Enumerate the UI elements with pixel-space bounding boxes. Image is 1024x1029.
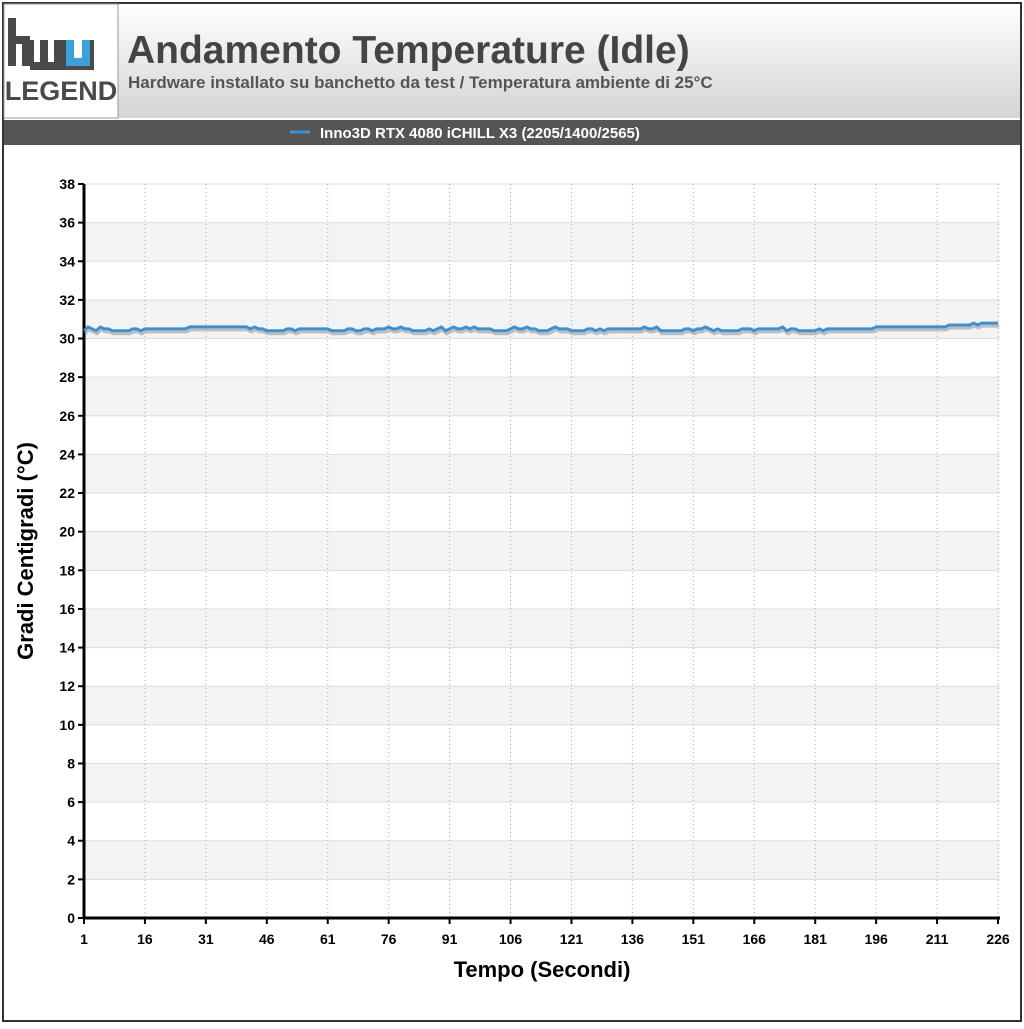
y-tick-label: 2 [67,871,75,887]
y-tick-label: 38 [59,176,75,192]
y-tick-label: 26 [59,408,75,424]
x-tick-label: 226 [986,931,1010,947]
grid-band [84,608,1000,648]
y-tick-label: 4 [67,833,75,849]
grid-band [84,454,1000,494]
x-tick-label: 166 [743,931,767,947]
legend-label: Inno3D RTX 4080 iCHILL X3 (2205/1400/256… [320,125,640,142]
line-shadow [83,324,999,336]
grid-band [84,184,1000,223]
grid-band [84,686,1000,725]
grid-band [84,647,1000,687]
grid-band [84,493,1000,532]
x-tick-label: 1 [80,931,88,947]
x-axis-label: Tempo (Secondi) [454,957,631,982]
y-tick-label: 20 [59,524,75,540]
x-tick-label: 91 [442,931,458,947]
y-tick-label: 18 [59,562,75,578]
x-tick-label: 16 [137,931,153,947]
y-tick-label: 30 [59,331,75,347]
logo-mark [8,18,94,70]
grid-band [84,879,1000,918]
grid-band [84,222,1000,262]
y-axis-label: Gradi Centigradi (°C) [13,442,38,660]
grid-band [84,802,1000,841]
line [82,321,998,333]
y-tick-label: 36 [59,215,75,231]
y-tick-label: 10 [59,717,75,733]
y-tick-label: 8 [67,755,75,771]
logo-text: LEGEND [5,76,118,106]
header [4,4,1020,118]
x-tick-label: 121 [560,931,584,947]
y-tick-label: 0 [67,910,75,926]
x-tick-label: 151 [682,931,706,947]
chart-title: Andamento Temperature (Idle) [127,29,690,72]
x-tick-label: 46 [259,931,275,947]
x-tick-label: 76 [381,931,397,947]
y-tick-label: 6 [67,794,75,810]
logo-accent [66,40,90,66]
y-tick-label: 32 [59,292,75,308]
grid-band [84,415,1000,455]
grid-band [84,763,1000,803]
grid-band [84,724,1000,764]
x-tick-label: 106 [499,931,523,947]
x-tick-label: 181 [804,931,828,947]
grid-band [84,840,1000,880]
y-tick-label: 16 [59,601,75,617]
y-tick-label: 12 [59,678,75,694]
y-tick-label: 34 [59,253,75,269]
grid-band [84,377,1000,416]
grid-band [84,338,1000,378]
chart-subtitle: Hardware installato su banchetto da test… [128,73,713,92]
y-tick-label: 28 [59,369,75,385]
grid-band [84,261,1000,300]
x-tick-label: 136 [621,931,645,947]
y-tick-label: 24 [59,446,75,462]
grid-band [84,570,1000,609]
x-tick-label: 31 [198,931,214,947]
x-tick-label: 61 [320,931,336,947]
x-tick-label: 196 [864,931,888,947]
x-tick-label: 211 [926,931,949,947]
grid-band [84,531,1000,571]
y-tick-label: 22 [59,485,75,501]
y-tick-label: 14 [59,640,75,656]
legend-bar [4,120,1020,145]
